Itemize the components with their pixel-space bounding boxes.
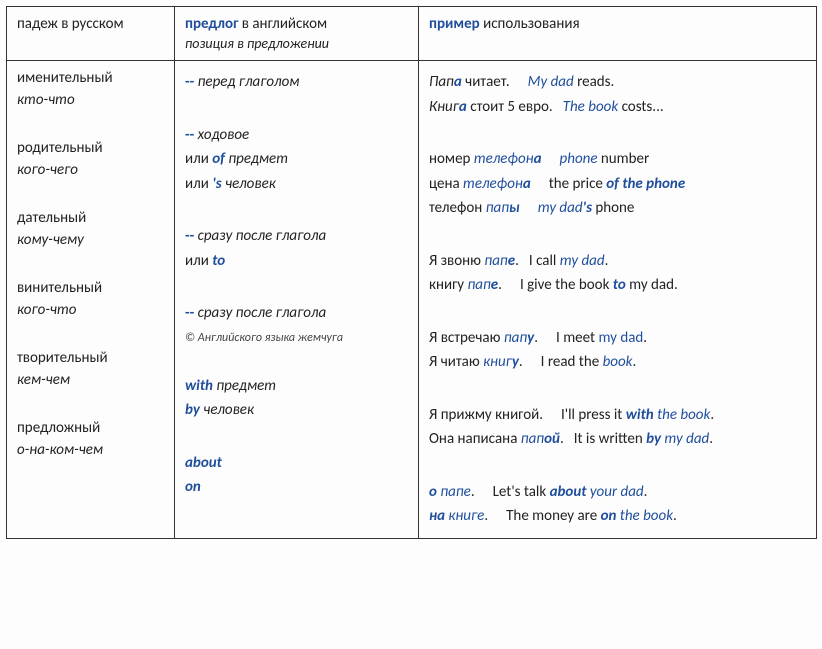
example-block: Я звоню папе.I call my dad.книгу папе.I … bbox=[429, 250, 806, 297]
header-col3-rest: использования bbox=[480, 15, 580, 33]
case-name: творительный bbox=[17, 349, 164, 367]
header-col2-sub: позиция в предложении bbox=[185, 35, 408, 52]
example-block: о папе.Let's talk about your dad.на книг… bbox=[429, 481, 806, 528]
case-name: родительный bbox=[17, 139, 164, 157]
example-line: цена телефонаthe price of the phone bbox=[429, 173, 806, 196]
prep-line: with предмет bbox=[185, 375, 408, 398]
copyright-text: © Английского языка жемчуга bbox=[185, 331, 408, 345]
example-block: номер телефонаphone numberцена телефонаt… bbox=[429, 148, 806, 220]
example-line: Я звоню папе.I call my dad. bbox=[429, 250, 806, 273]
case-column: именительный кто-что родительный кого-чего д… bbox=[7, 61, 175, 539]
prep-block: -- ходовоеили of предметили 's человек bbox=[185, 124, 408, 196]
prep-block: abouton bbox=[185, 452, 408, 499]
prep-block: with предметby человек bbox=[185, 375, 408, 422]
case-name: именительный bbox=[17, 69, 164, 87]
grammar-table: падеж в русском предлог в английском поз… bbox=[6, 6, 817, 539]
prep-line: или 's человек bbox=[185, 173, 408, 196]
case-block: творительный кем-чем bbox=[17, 349, 164, 389]
example-line: книгу папе.I give the book to my dad. bbox=[429, 274, 806, 297]
prep-line: -- перед глаголом bbox=[185, 71, 408, 94]
example-line: номер телефонаphone number bbox=[429, 148, 806, 171]
prep-line: или to bbox=[185, 250, 408, 273]
body-row: именительный кто-что родительный кого-чего д… bbox=[7, 61, 817, 539]
header-col3-bold: пример bbox=[429, 15, 480, 33]
case-question: кем-чем bbox=[17, 371, 164, 389]
example-line: телефон папыmy dad's phone bbox=[429, 197, 806, 220]
case-block: дательный кому-чему bbox=[17, 209, 164, 249]
prep-line: by человек bbox=[185, 399, 408, 422]
example-line: на книге.The money are on the book. bbox=[429, 505, 806, 528]
example-block: Папа читает.My dad reads.Книга стоит 5 е… bbox=[429, 71, 806, 118]
case-block: родительный кого-чего bbox=[17, 139, 164, 179]
case-question: кому-чему bbox=[17, 231, 164, 249]
example-line: Я прижму книгой.I'll press it with the b… bbox=[429, 404, 806, 427]
header-col1: падеж в русском bbox=[7, 7, 175, 61]
example-line: Папа читает.My dad reads. bbox=[429, 71, 806, 94]
example-line: о папе.Let's talk about your dad. bbox=[429, 481, 806, 504]
prep-line: или of предмет bbox=[185, 148, 408, 171]
case-block: предложный о-на-ком-чем bbox=[17, 419, 164, 459]
header-col1-text: падеж в русском bbox=[17, 15, 124, 33]
case-name: предложный bbox=[17, 419, 164, 437]
header-row: падеж в русском предлог в английском поз… bbox=[7, 7, 817, 61]
header-col2-rest: в английском bbox=[238, 15, 327, 33]
case-question: кто-что bbox=[17, 91, 164, 109]
header-col2-bold: предлог bbox=[185, 15, 238, 33]
example-line: Я читаю книгу.I read the book. bbox=[429, 351, 806, 374]
case-name: дательный bbox=[17, 209, 164, 227]
case-question: кого-что bbox=[17, 301, 164, 319]
header-col2: предлог в английском позиция в предложен… bbox=[175, 7, 419, 61]
prep-line: -- сразу после глагола bbox=[185, 225, 408, 248]
case-question: кого-чего bbox=[17, 161, 164, 179]
example-line: Книга стоит 5 евро.The book costs... bbox=[429, 96, 806, 119]
example-line: Она написана папой.It is written by my d… bbox=[429, 428, 806, 451]
header-col3: пример использования bbox=[419, 7, 817, 61]
example-block: Я встречаю папу.I meet my dad.Я читаю кн… bbox=[429, 327, 806, 374]
prep-line: on bbox=[185, 476, 408, 499]
prep-block: -- перед глаголом bbox=[185, 71, 408, 94]
prep-line: -- сразу после глагола bbox=[185, 302, 408, 325]
case-block: именительный кто-что bbox=[17, 69, 164, 109]
prep-line: -- ходовое bbox=[185, 124, 408, 147]
case-question: о-на-ком-чем bbox=[17, 441, 164, 459]
example-column: Папа читает.My dad reads.Книга стоит 5 е… bbox=[419, 61, 817, 539]
example-block: Я прижму книгой.I'll press it with the b… bbox=[429, 404, 806, 451]
case-block: винительный кого-что bbox=[17, 279, 164, 319]
preposition-column: -- перед глаголом -- ходовоеили of предме… bbox=[175, 61, 419, 539]
case-name: винительный bbox=[17, 279, 164, 297]
example-line: Я встречаю папу.I meet my dad. bbox=[429, 327, 806, 350]
prep-block: -- сразу после глаголаили to bbox=[185, 225, 408, 272]
prep-line: about bbox=[185, 452, 408, 475]
prep-block: -- сразу после глагола © Английского язык… bbox=[185, 302, 408, 345]
